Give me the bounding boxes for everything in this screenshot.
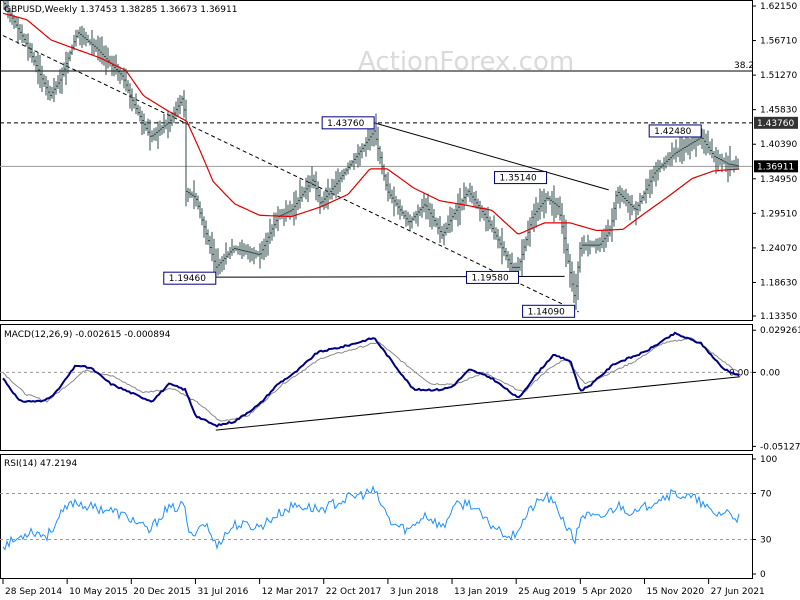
rsi-panel-frame — [0, 454, 753, 579]
price-y-tick-label: 1.62150 — [760, 2, 797, 12]
macd-y-tick-label: 0.00 — [760, 368, 780, 378]
x-axis: 28 Sep 2014 10 May 2015 20 Dec 2015 31 Jul … — [2, 579, 765, 597]
price-y-tick-label: 1.29510 — [760, 209, 797, 219]
falling-channel-line — [2, 35, 579, 313]
price-axis-tag-label: 1.43760 — [757, 119, 794, 129]
price-callout-box — [494, 171, 548, 185]
rsi-layer: 100 70 30 0 — [0, 455, 777, 580]
rsi-y-tick-label: 30 — [760, 536, 772, 546]
price-callout-label: 1.43760 — [327, 119, 364, 129]
x-tick-label: 13 Jan 2019 — [454, 587, 508, 597]
price-callout-box — [321, 116, 375, 130]
price-y-tick-label: 1.45830 — [760, 106, 797, 116]
price-y-tick-label: 1.40390 — [760, 140, 797, 150]
price-y-tick-label: 1.34950 — [760, 175, 797, 185]
macd-y-tick-label: -0.051279 — [760, 442, 800, 452]
rsi-y-tick-label: 100 — [760, 455, 777, 465]
price-axis-tag — [754, 160, 798, 173]
rsi-line — [2, 485, 740, 551]
price-callout-label: 1.14090 — [528, 307, 565, 317]
x-tick-label: 5 Apr 2020 — [582, 587, 632, 597]
price-axis-tag — [754, 116, 798, 129]
price-axis-tag-label: 1.36911 — [757, 162, 794, 172]
x-tick-label: 12 Mar 2017 — [262, 587, 319, 597]
macd-support-line — [215, 376, 741, 431]
falling-resistance-line — [374, 122, 609, 191]
rsi-y-tick-label: 70 — [760, 490, 772, 500]
price-callout-label: 1.35140 — [500, 174, 537, 184]
watermark: ActionForex.com — [358, 47, 574, 77]
x-tick-label: 25 Aug 2019 — [518, 587, 576, 597]
rsi-panel-title: RSI(14) 47.2194 — [4, 459, 77, 469]
macd-y-tick-label: 0.029261 — [760, 326, 800, 336]
price-y-tick-label: 1.18630 — [760, 278, 797, 288]
x-tick-label: 20 Dec 2015 — [133, 587, 191, 597]
macd-line — [2, 331, 740, 428]
macd-layer: 0.029261 0.00 -0.051279 0.00 — [0, 326, 800, 452]
price-callout-label: 1.42480 — [654, 127, 691, 137]
macd-zero-label: 0.00 — [729, 368, 749, 378]
x-tick-label: 31 Jul 2016 — [197, 587, 248, 597]
price-y-tick-label: 1.13350 — [760, 312, 797, 322]
macd-panel-frame — [0, 324, 753, 451]
price-y-tick-label: 1.51270 — [760, 71, 797, 81]
ema-line — [2, 12, 740, 235]
price-panel-title: GBPUSD,Weekly 1.37453 1.38285 1.36673 1.… — [4, 5, 237, 15]
price-callout-box — [522, 304, 576, 318]
price-panel-frame — [0, 0, 753, 321]
price-callout-box — [648, 124, 702, 138]
price-callout-label: 1.19580 — [471, 273, 508, 283]
macd-signal-line — [2, 337, 740, 422]
x-tick-label: 28 Sep 2014 — [5, 587, 62, 597]
price-layer: 1.62150 1.56710 1.51270 1.45830 1.40390 1.349… — [0, 0, 798, 322]
x-tick-label: 22 Oct 2017 — [326, 587, 382, 597]
x-tick-label: 3 Jun 2018 — [390, 587, 439, 597]
price-callout-label: 1.19460 — [169, 274, 206, 284]
x-tick-label: 10 May 2015 — [69, 587, 128, 597]
fib-38-2-label: 38.2 — [734, 61, 754, 71]
x-tick-label: 27 Jun 2021 — [711, 587, 765, 597]
price-y-tick-label: 1.24070 — [760, 244, 797, 254]
macd-panel-title: MACD(12,26,9) -0.002615 -0.000894 — [4, 330, 171, 340]
price-callout-box — [163, 271, 217, 285]
price-y-tick-label: 1.56710 — [760, 37, 797, 47]
rsi-y-tick-label: 0 — [760, 570, 766, 580]
price-callout-box — [465, 270, 519, 284]
x-tick-label: 15 Nov 2020 — [646, 587, 704, 597]
